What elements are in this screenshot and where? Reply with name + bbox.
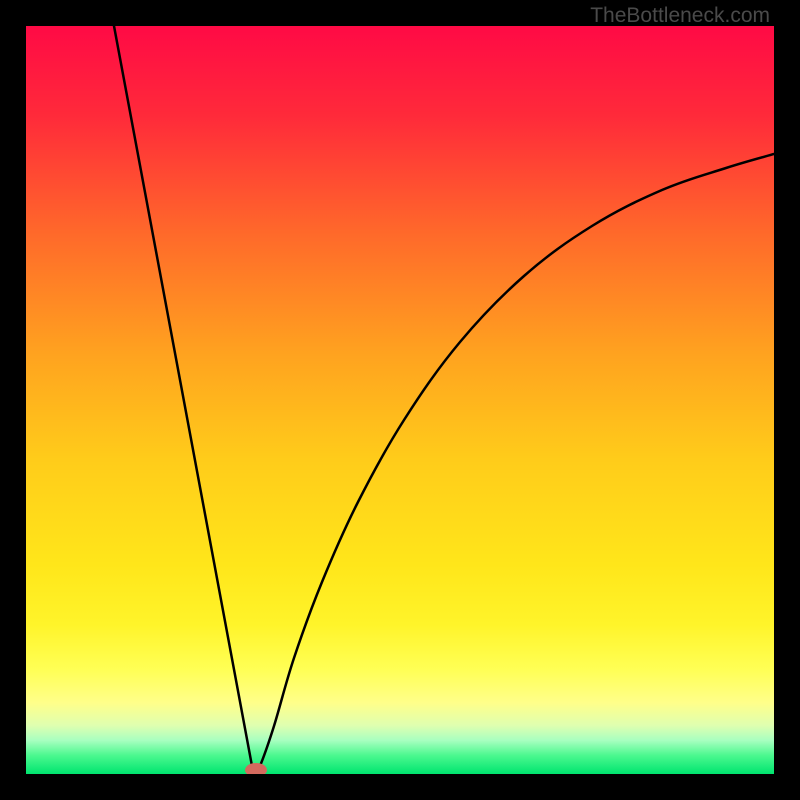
plot-area — [26, 26, 774, 774]
vertex-marker — [245, 763, 267, 774]
watermark-text: TheBottleneck.com — [590, 4, 770, 28]
curve-layer — [26, 26, 774, 774]
chart-frame: TheBottleneck.com — [0, 0, 800, 800]
v-curve-path — [114, 26, 774, 769]
